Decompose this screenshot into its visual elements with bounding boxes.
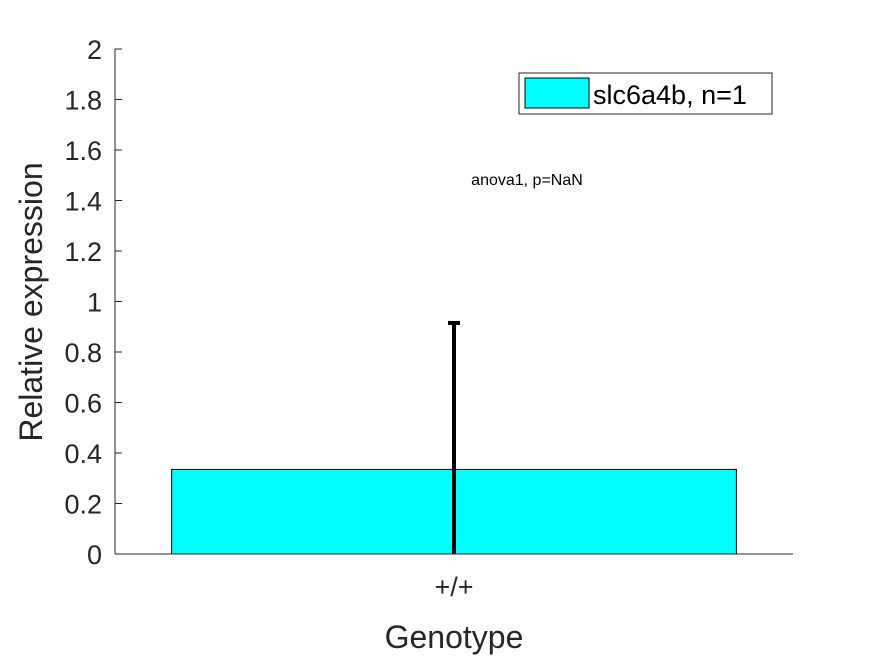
anova-annotation: anova1, p=NaN: [471, 172, 583, 189]
y-tick-label: 1.8: [64, 86, 102, 116]
y-tick-label: 0.6: [64, 389, 102, 419]
y-axis-title: Relative expression: [13, 162, 49, 441]
y-tick-label: 1.2: [64, 237, 102, 267]
y-axis-ticks: 0 0.2 0.4 0.6 0.8 1 1.2 1.4 1.6 1.8 2: [64, 35, 122, 570]
x-axis-ticks: +/+: [434, 547, 474, 602]
y-tick-label: 0: [87, 540, 102, 570]
y-tick-label: 0.2: [64, 490, 102, 520]
legend-label: slc6a4b, n=1: [593, 80, 747, 110]
y-tick-label: 0.4: [64, 439, 102, 469]
error-bars: [448, 320, 460, 554]
y-tick-label: 1: [87, 288, 102, 318]
y-tick-label: 1.6: [64, 136, 102, 166]
y-tick-label: 2: [87, 35, 102, 65]
y-tick-label: 0.8: [64, 338, 102, 368]
x-tick-label: +/+: [434, 572, 473, 602]
legend: slc6a4b, n=1: [518, 72, 773, 115]
y-tick-label: 1.4: [64, 187, 102, 217]
x-axis-title: Genotype: [385, 619, 524, 655]
legend-swatch: [524, 77, 590, 109]
